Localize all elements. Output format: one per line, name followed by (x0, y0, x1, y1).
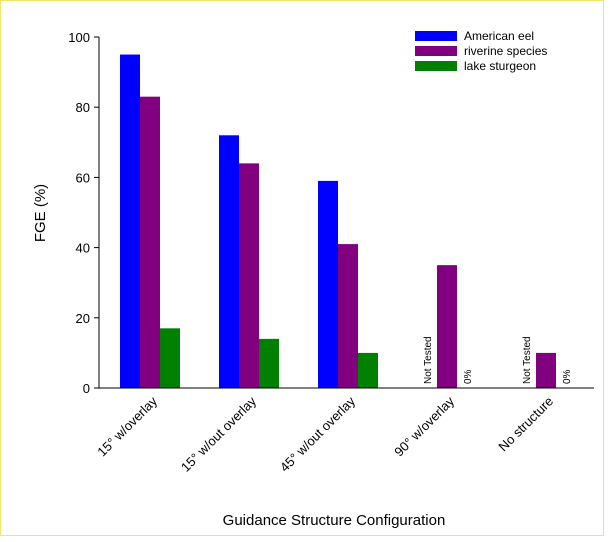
bar-american-eel (120, 54, 140, 389)
y-tick-label: 100 (68, 30, 90, 45)
y-axis-title: FGE (%) (32, 184, 49, 242)
legend-swatch (415, 31, 457, 41)
axes-layer (98, 37, 594, 389)
legend-swatch (415, 61, 457, 71)
bar-riverine-species (437, 265, 457, 388)
bar-riverine-species (338, 244, 358, 388)
x-ticks: 15° w/overlay 15° w/out overlay 45° w/out … (94, 393, 556, 475)
x-tick-label: No structure (495, 394, 556, 455)
bar-lake-sturgeon (358, 352, 378, 388)
legend-label: riverine species (464, 44, 547, 58)
bar-riverine-species (140, 96, 160, 389)
bar-lake-sturgeon (160, 328, 180, 388)
y-tick-label: 0 (83, 381, 90, 396)
legend-label: lake sturgeon (464, 59, 536, 73)
x-axis-title: Guidance Structure Configuration (223, 512, 446, 529)
annotations-layer: Not Tested 0% Not Tested 0% (423, 336, 573, 384)
y-tick-label: 80 (76, 100, 90, 115)
y-tick-label: 60 (76, 170, 90, 185)
x-tick-label: 15° w/overlay (94, 393, 160, 459)
x-tick-label: 45° w/out overlay (277, 393, 359, 475)
bar-annotation: Not Tested (423, 336, 434, 384)
bar-lake-sturgeon (259, 338, 279, 388)
bar-annotation: Not Tested (522, 336, 533, 384)
chart-canvas: Not Tested 0% Not Tested 0% 0 20 40 60 80 100 15… (32, 29, 594, 529)
chart-frame: Not Tested 0% Not Tested 0% 0 20 40 60 80 100 15… (0, 0, 604, 536)
y-tick-label: 40 (76, 241, 90, 256)
legend-label: American eel (464, 29, 534, 43)
x-tick-label: 15° w/out overlay (178, 393, 260, 475)
bar-american-eel (219, 135, 239, 388)
bar-annotation: 0% (463, 369, 474, 384)
bar-annotation: 0% (562, 369, 573, 384)
bar-riverine-species (239, 163, 259, 388)
y-tick-label: 20 (76, 311, 90, 326)
bar-riverine-species (536, 352, 556, 388)
x-tick-label: 90° w/overlay (391, 393, 457, 459)
bars-layer (120, 54, 556, 389)
legend-swatch (415, 46, 457, 56)
y-ticks: 0 20 40 60 80 100 (68, 30, 99, 396)
bar-american-eel (318, 180, 338, 388)
